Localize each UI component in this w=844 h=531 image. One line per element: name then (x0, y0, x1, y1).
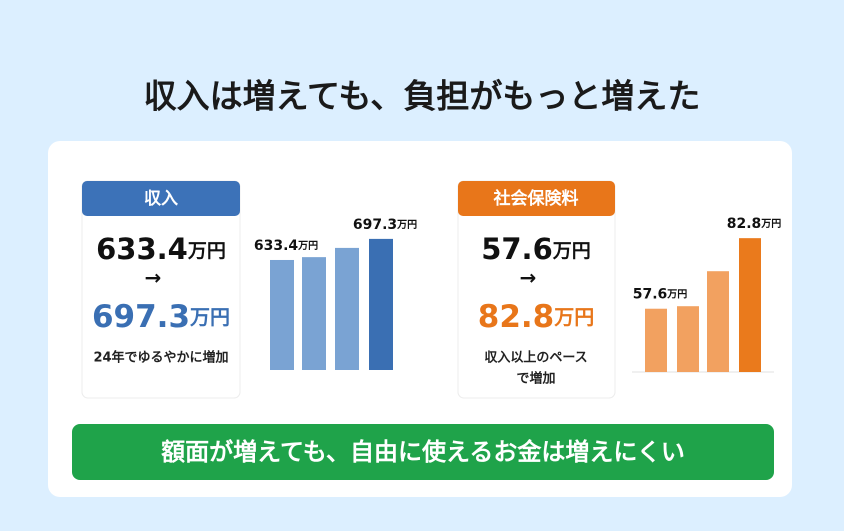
to-value: 82.8万円 (478, 299, 595, 335)
from-value: 57.6万円 (481, 232, 591, 266)
value-label: 82.8万円 (727, 216, 782, 232)
bar (707, 271, 729, 372)
bar (270, 259, 294, 370)
arrow: → (145, 266, 162, 290)
bar (739, 238, 761, 372)
to-value: 697.3万円 (92, 299, 230, 335)
bar (369, 238, 393, 370)
bar (645, 308, 667, 372)
from-value: 633.4万円 (96, 232, 226, 266)
arrow: → (520, 266, 537, 290)
value-label: 633.4万円 (254, 238, 318, 254)
conclusion-bg (72, 424, 774, 480)
bar (677, 306, 699, 372)
title: 収入は増えても、負担がもっと増えた (144, 77, 701, 116)
card-header-bg (82, 181, 240, 216)
card-header-bg (458, 181, 615, 216)
card-note: 収入以上のペース (484, 351, 587, 366)
bar (335, 247, 359, 370)
card-note: で増加 (516, 371, 555, 387)
card-header: 収入 (144, 189, 178, 209)
card-note: 24年でゆるやかに増加 (93, 350, 228, 366)
conclusion: 額面が増えても、自由に使えるお金は増えにくい (161, 438, 685, 466)
value-label: 57.6万円 (633, 287, 688, 303)
value-label: 697.3万円 (353, 217, 417, 233)
card-header: 社会保険料 (493, 188, 579, 209)
bar (302, 257, 326, 370)
